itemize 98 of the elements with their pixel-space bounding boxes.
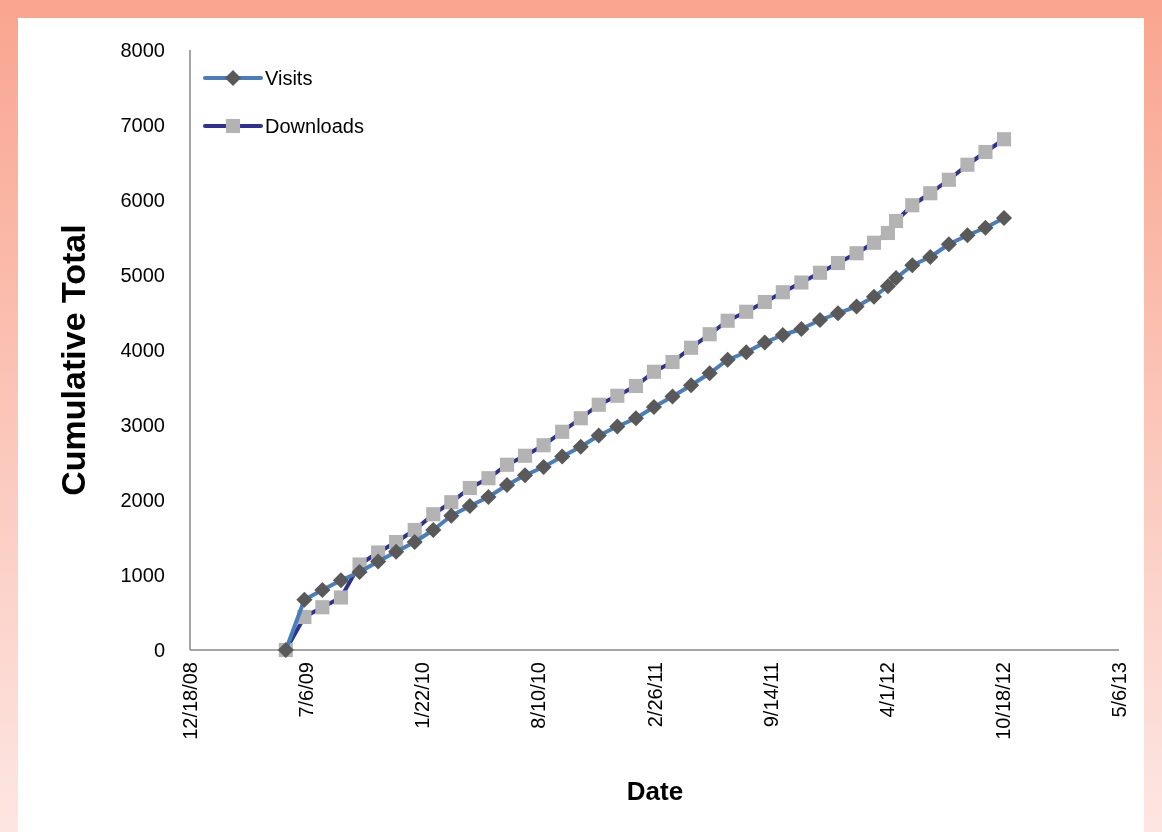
point: [536, 438, 551, 453]
y-tick-label: 0: [153, 639, 165, 661]
point: [443, 507, 460, 524]
point: [793, 320, 810, 338]
point: [646, 364, 661, 379]
point: [849, 246, 864, 261]
point: [628, 378, 643, 394]
point: [959, 227, 976, 244]
y-tick-label: 7000: [120, 114, 165, 136]
point: [315, 600, 330, 615]
point: [498, 476, 516, 494]
point: [388, 543, 405, 560]
point: [830, 255, 846, 271]
point: [610, 388, 625, 403]
y-tick-label: 6000: [120, 189, 165, 211]
point: [332, 572, 350, 589]
point: [444, 495, 459, 510]
point: [940, 236, 957, 253]
point: [865, 288, 883, 305]
point: [591, 397, 606, 412]
y-tick-label: 5000: [120, 264, 165, 286]
x-tick-label: 5/6/13: [1108, 662, 1130, 718]
point: [555, 424, 570, 439]
x-tick-label: 8/10/10: [527, 662, 550, 729]
x-tick-label: 9/14/11: [759, 662, 782, 728]
point: [701, 365, 718, 382]
x-tick-label: 10/18/12: [991, 662, 1014, 740]
point: [888, 213, 904, 229]
point: [333, 590, 349, 605]
point: [572, 438, 589, 455]
point: [775, 285, 790, 300]
point: [665, 354, 680, 370]
x-tick-label: 4/1/12: [875, 662, 898, 718]
point: [739, 304, 754, 319]
point: [812, 265, 828, 280]
point: [684, 340, 699, 355]
point: [720, 313, 735, 328]
point: [995, 209, 1013, 227]
point: [425, 521, 442, 539]
x-tick-label: 1/22/10: [411, 662, 434, 729]
y-tick-label: 8000: [120, 39, 165, 61]
point: [664, 388, 681, 405]
point: [314, 581, 331, 599]
point: [923, 186, 938, 201]
point: [426, 507, 441, 522]
point: [887, 269, 905, 287]
point: [977, 219, 994, 236]
point: [922, 248, 939, 266]
point: [848, 298, 865, 315]
point: [461, 497, 478, 515]
x-tick-label: 7/6/09: [295, 662, 318, 718]
point: [757, 294, 772, 310]
point: [609, 418, 626, 435]
point: [774, 326, 791, 344]
point: [535, 458, 552, 476]
point: [879, 278, 896, 295]
point: [904, 257, 921, 274]
point: [406, 533, 423, 551]
point: [880, 225, 895, 241]
point: [516, 467, 534, 484]
point: [719, 351, 736, 368]
y-axis-title: Cumulative Total: [54, 224, 92, 496]
point: [738, 344, 755, 361]
point: [517, 448, 533, 463]
point: [702, 327, 717, 342]
point: [499, 457, 515, 472]
point: [683, 377, 700, 394]
point: [941, 172, 956, 187]
x-tick-label: 12/18/08: [179, 662, 201, 740]
point: [794, 275, 809, 290]
point: [756, 334, 773, 351]
point: [811, 311, 829, 329]
point: [960, 157, 975, 172]
legend-label: Downloads: [265, 115, 364, 137]
point: [296, 591, 313, 608]
point: [590, 427, 607, 444]
point: [866, 235, 882, 250]
point: [573, 411, 588, 426]
y-tick-label: 2000: [120, 489, 165, 511]
point: [829, 305, 847, 322]
point: [645, 398, 662, 416]
legend-label: Visits: [265, 67, 313, 89]
point: [996, 132, 1012, 147]
point: [978, 144, 993, 160]
point: [481, 471, 496, 486]
y-tick-label: 1000: [120, 564, 165, 586]
point: [480, 488, 497, 506]
y-tick-label: 3000: [120, 414, 165, 436]
point: [905, 198, 920, 213]
y-tick-label: 4000: [120, 339, 165, 361]
point: [462, 480, 477, 496]
point: [351, 563, 368, 581]
point: [627, 410, 644, 427]
point: [407, 522, 422, 538]
point: [370, 553, 387, 570]
x-axis-title: Date: [626, 776, 684, 806]
point: [554, 448, 571, 465]
x-tick-label: 2/26/11: [643, 662, 666, 728]
